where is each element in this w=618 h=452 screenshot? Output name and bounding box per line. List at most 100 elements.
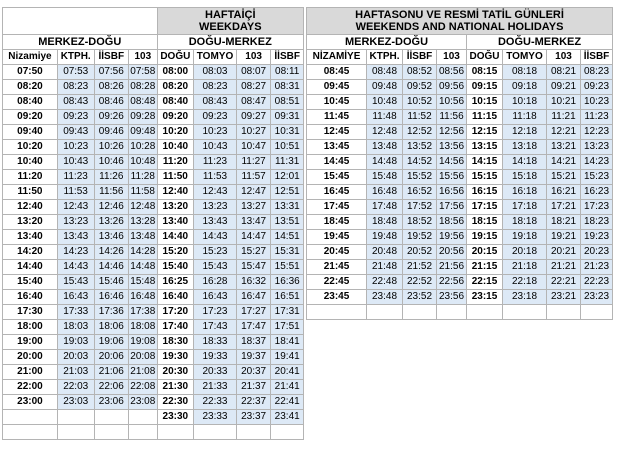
departure-time-cell bbox=[156, 424, 195, 440]
stop-time-cell: 15:21 bbox=[546, 169, 581, 185]
weekdays-schedule-table: HAFTAİÇİ WEEKDAYS MERKEZ-DOĞU DOĞU-MERKE… bbox=[2, 7, 305, 440]
stop-time-cell: 08:48 bbox=[366, 64, 403, 80]
departure-time-cell: 14:20 bbox=[2, 244, 58, 260]
stop-time-cell: 10:23 bbox=[56, 139, 95, 155]
weekdays-group-dogu-merkez: DOĞU-MERKEZ bbox=[156, 34, 305, 50]
stop-time-cell: 11:57 bbox=[235, 169, 272, 185]
stop-time-cell bbox=[579, 304, 614, 320]
departure-time-cell: 22:45 bbox=[306, 274, 367, 290]
departure-time-cell: 13:40 bbox=[2, 229, 58, 245]
stop-time-cell: 10:51 bbox=[270, 139, 304, 155]
departure-time-cell: 10:45 bbox=[306, 94, 367, 110]
departure-time-cell: 22:15 bbox=[466, 274, 503, 290]
table-row: 09:20 09:23 09:26 09:28 09:20 09:23 09:27 09:31 bbox=[2, 109, 304, 125]
stop-time-cell: 23:03 bbox=[56, 394, 95, 410]
stop-time-cell: 17:48 bbox=[366, 199, 403, 215]
table-row: 07:50 07:53 07:56 07:58 08:00 08:03 08:07 08:11 bbox=[2, 64, 304, 80]
stop-time-cell: 22:21 bbox=[546, 274, 581, 290]
stop-time-cell: 11:53 bbox=[56, 184, 95, 200]
stop-time-cell: 12:23 bbox=[579, 124, 614, 140]
weekends-header-tomyo: TOMYO bbox=[502, 49, 547, 65]
departure-time-cell: 16:25 bbox=[156, 274, 195, 290]
stop-time-cell: 18:48 bbox=[366, 214, 403, 230]
stop-time-cell: 11:56 bbox=[93, 184, 130, 200]
stop-time-cell: 10:47 bbox=[235, 139, 272, 155]
stop-time-cell: 23:21 bbox=[546, 289, 581, 305]
departure-time-cell: 17:20 bbox=[156, 304, 195, 320]
stop-time-cell: 16:43 bbox=[193, 289, 237, 305]
stop-time-cell: 15:23 bbox=[193, 244, 237, 260]
stop-time-cell bbox=[436, 304, 467, 320]
stop-time-cell: 22:18 bbox=[502, 274, 547, 290]
table-row: 09:45 09:48 09:52 09:56 09:15 09:18 09:21 09:23 bbox=[306, 79, 614, 95]
stop-time-cell: 10:48 bbox=[366, 94, 403, 110]
stop-time-cell: 16:48 bbox=[128, 289, 158, 305]
stop-time-cell: 21:52 bbox=[402, 259, 437, 275]
departure-time-cell: 20:15 bbox=[466, 244, 503, 260]
departure-time-cell bbox=[2, 409, 58, 425]
stop-time-cell: 10:48 bbox=[128, 154, 158, 170]
departure-time-cell: 17:15 bbox=[466, 199, 503, 215]
stop-time-cell: 14:48 bbox=[128, 259, 158, 275]
stop-time-cell: 18:56 bbox=[436, 214, 467, 230]
stop-time-cell: 13:21 bbox=[546, 139, 581, 155]
stop-time-cell: 08:46 bbox=[93, 94, 130, 110]
departure-time-cell: 11:50 bbox=[2, 184, 58, 200]
stop-time-cell: 09:43 bbox=[56, 124, 95, 140]
stop-time-cell: 15:31 bbox=[270, 244, 304, 260]
stop-time-cell: 21:56 bbox=[436, 259, 467, 275]
stop-time-cell bbox=[128, 424, 158, 440]
stop-time-cell: 10:52 bbox=[402, 94, 437, 110]
stop-time-cell: 14:52 bbox=[402, 154, 437, 170]
stop-time-cell: 18:18 bbox=[502, 214, 547, 230]
stop-time-cell: 20:03 bbox=[56, 349, 95, 365]
stop-time-cell: 19:41 bbox=[270, 349, 304, 365]
stop-time-cell: 22:56 bbox=[436, 274, 467, 290]
stop-time-cell: 16:28 bbox=[193, 274, 237, 290]
stop-time-cell: 11:28 bbox=[128, 169, 158, 185]
stop-time-cell: 13:18 bbox=[502, 139, 547, 155]
table-row: 10:20 10:23 10:26 10:28 10:40 10:43 10:47 10:51 bbox=[2, 139, 304, 155]
stop-time-cell: 10:23 bbox=[579, 94, 614, 110]
table-row bbox=[306, 304, 614, 320]
table-row: 14:40 14:43 14:46 14:48 15:40 15:43 15:47 15:51 bbox=[2, 259, 304, 275]
table-row bbox=[2, 424, 304, 440]
stop-time-cell: 11:23 bbox=[193, 154, 237, 170]
stop-time-cell: 16:52 bbox=[402, 184, 437, 200]
table-row: 13:45 13:48 13:52 13:56 13:15 13:18 13:21 13:23 bbox=[306, 139, 614, 155]
stop-time-cell: 09:46 bbox=[93, 124, 130, 140]
weekends-header-iisbf: İİSBF bbox=[402, 49, 437, 65]
stop-time-cell: 15:46 bbox=[93, 274, 130, 290]
stop-time-cell: 08:31 bbox=[270, 79, 304, 95]
stop-time-cell: 23:23 bbox=[579, 289, 614, 305]
departure-time-cell: 13:45 bbox=[306, 139, 367, 155]
departure-time-cell: 08:00 bbox=[156, 64, 195, 80]
stop-time-cell: 18:23 bbox=[579, 214, 614, 230]
stop-time-cell bbox=[93, 424, 130, 440]
stop-time-cell: 09:21 bbox=[546, 79, 581, 95]
departure-time-cell: 18:30 bbox=[156, 334, 195, 350]
table-row: 12:40 12:43 12:46 12:48 13:20 13:23 13:27 13:31 bbox=[2, 199, 304, 215]
stop-time-cell: 11:58 bbox=[128, 184, 158, 200]
stop-time-cell: 21:41 bbox=[270, 379, 304, 395]
stop-time-cell: 21:37 bbox=[235, 379, 272, 395]
stop-time-cell: 11:52 bbox=[402, 109, 437, 125]
stop-time-cell: 22:33 bbox=[193, 394, 237, 410]
stop-time-cell: 08:27 bbox=[235, 79, 272, 95]
stop-time-cell: 12:01 bbox=[270, 169, 304, 185]
departure-time-cell: 11:15 bbox=[466, 109, 503, 125]
weekends-title: HAFTASONU VE RESMİ TATİL GÜNLERİ WEEKEND… bbox=[305, 7, 614, 35]
stop-time-cell: 16:23 bbox=[579, 184, 614, 200]
stop-time-cell: 18:33 bbox=[193, 334, 237, 350]
stop-time-cell: 11:23 bbox=[56, 169, 95, 185]
table-row: 14:20 14:23 14:26 14:28 15:20 15:23 15:27 15:31 bbox=[2, 244, 304, 260]
stop-time-cell: 23:56 bbox=[436, 289, 467, 305]
departure-time-cell: 17:40 bbox=[156, 319, 195, 335]
table-row: 17:30 17:33 17:36 17:38 17:20 17:23 17:27 17:31 bbox=[2, 304, 304, 320]
weekdays-header-iisbf-return: İİSBF bbox=[270, 49, 304, 65]
departure-time-cell bbox=[2, 424, 58, 440]
stop-time-cell: 15:48 bbox=[128, 274, 158, 290]
departure-time-cell: 17:30 bbox=[2, 304, 58, 320]
stop-time-cell: 18:37 bbox=[235, 334, 272, 350]
stop-time-cell: 10:43 bbox=[193, 139, 237, 155]
